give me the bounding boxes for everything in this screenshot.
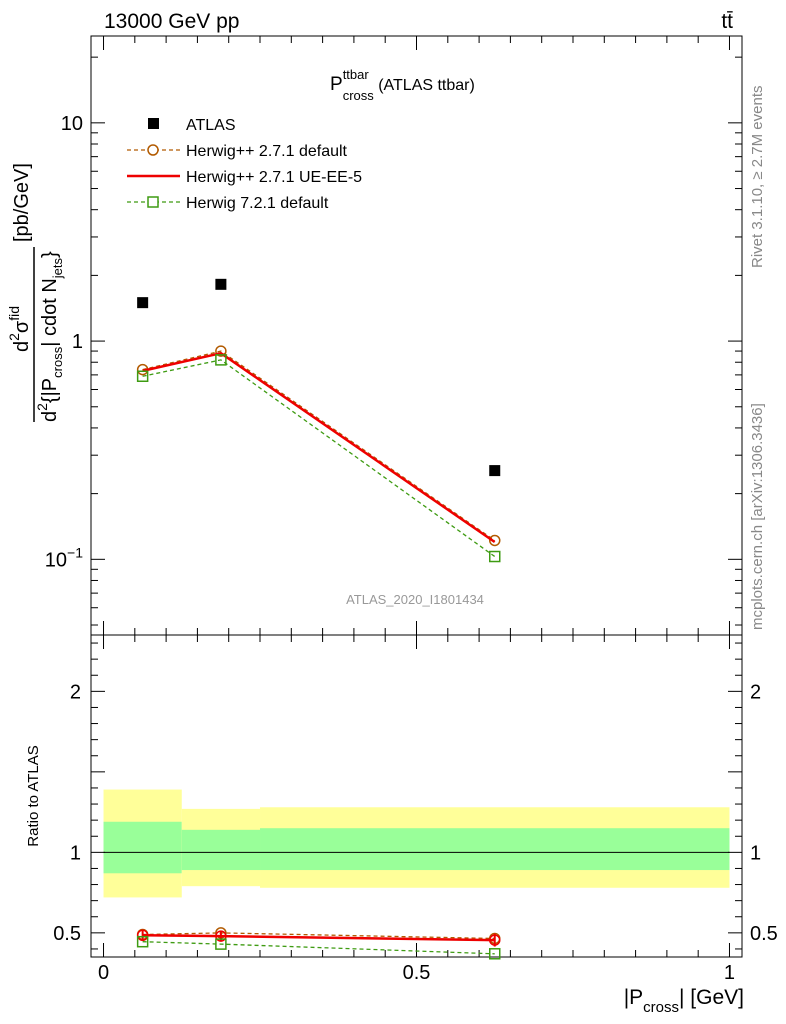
x-tick-label: 1 xyxy=(724,962,735,984)
main-y-tick-label: 10−1 xyxy=(45,544,83,571)
ratio-y-axis-label: Ratio to ATLAS xyxy=(25,745,42,846)
ratio-series-group xyxy=(136,927,501,960)
ratio-uncertainty-bands xyxy=(103,789,730,898)
legend-label-herwigpp-ueee5: Herwig++ 2.7.1 UE-EE-5 xyxy=(186,169,362,186)
legend-entry-atlas: ATLAS xyxy=(148,117,236,134)
main-point-1 xyxy=(215,345,227,357)
x-tick-label: 0 xyxy=(98,962,109,984)
svg-text:d2σfid: d2σfid xyxy=(6,306,33,352)
svg-text:[pb/GeV]: [pb/GeV] xyxy=(11,163,33,242)
legend-marker-atlas xyxy=(148,118,159,129)
x-tick-label: 0.5 xyxy=(403,962,431,984)
main-y-axis-label: d2σfid d2{|Pcross| cdot Njets} [pb/GeV] xyxy=(6,163,65,422)
legend-label-atlas: ATLAS xyxy=(186,117,236,134)
main-y-tick-label: 10 xyxy=(61,113,83,135)
rivet-version-label: Rivet 3.1.10, ≥ 2.7M events xyxy=(749,86,766,269)
main-plot-panel: 10−1 1 10 Pttbar cross (ATLAS ttbar) ATLAS_… xyxy=(6,35,743,636)
ratio-series-line-1 xyxy=(142,934,495,942)
ratio-axis-ticks: 0.5 0.5 1 1 2 2 0 0.5 1 xyxy=(53,635,778,984)
ratio-band-green-1 xyxy=(181,829,261,871)
main-series-line-2 xyxy=(142,351,496,544)
ratio-point-1 xyxy=(215,930,227,942)
main-point-1 xyxy=(488,534,501,547)
main-y-tick-label: 1 xyxy=(72,331,83,353)
ratio-point-2 xyxy=(136,935,149,948)
ratio-y-tick-label: 2 xyxy=(70,681,81,703)
main-point-3 xyxy=(215,354,227,366)
x-axis-label: |Pcross| [GeV] xyxy=(624,986,744,1016)
energy-label: 13000 GeV pp xyxy=(104,10,239,33)
main-axis-ticks: 10−1 1 10 xyxy=(45,36,742,635)
main-series-line-3 xyxy=(142,359,496,558)
ratio-plot-frame xyxy=(90,634,743,958)
legend-label-herwig7-default: Herwig 7.2.1 default xyxy=(186,195,329,212)
ratio-point-1 xyxy=(136,929,149,942)
main-point-3 xyxy=(488,550,501,563)
analysis-label: ATLAS_2020_I1801434 xyxy=(346,592,484,607)
legend-entry-herwigpp-ueee5: Herwig++ 2.7.1 UE-EE-5 xyxy=(127,169,362,186)
ratio-y-tick-label-right: 1 xyxy=(750,842,761,864)
ratio-band-green-0 xyxy=(103,821,182,874)
ratio-series-line-2 xyxy=(142,941,495,955)
main-series-group xyxy=(136,278,501,563)
ratio-y-tick-label: 0.5 xyxy=(53,923,81,945)
plot-title: Pttbar cross (ATLAS ttbar) xyxy=(330,67,475,103)
ratio-y-tick-label-right: 0.5 xyxy=(750,923,778,945)
legend-entry-herwigpp-default: Herwig++ 2.7.1 default xyxy=(127,143,348,160)
ratio-y-tick-label-right: 2 xyxy=(750,681,761,703)
legend-entry-herwig7-default: Herwig 7.2.1 default xyxy=(127,195,329,212)
data-point-atlas xyxy=(137,297,149,309)
legend-marker-herwigpp-default xyxy=(147,144,159,156)
process-label: tt̄ xyxy=(721,10,733,33)
ratio-point-2 xyxy=(488,948,501,960)
data-point-atlas xyxy=(489,465,501,477)
main-point-3 xyxy=(136,370,149,383)
legend-marker-herwig7-default xyxy=(147,196,159,208)
legend: ATLAS Herwig++ 2.7.1 default Herwig++ 2.… xyxy=(127,117,362,212)
ratio-point-1 xyxy=(488,934,501,946)
svg-text:d2{|Pcross| cdot Njets}: d2{|Pcross| cdot Njets} xyxy=(34,251,65,422)
ratio-plot-panel: 0.5 0.5 1 1 2 2 0 0.5 1 Ratio to ATLAS |Pcross| … xyxy=(25,634,778,1016)
mcplots-label: mcplots.cern.ch [arXiv:1306.3436] xyxy=(749,403,766,630)
ratio-band-green-2 xyxy=(260,828,730,871)
data-point-atlas xyxy=(215,278,227,290)
ratio-y-tick-label: 1 xyxy=(70,842,81,864)
main-series-line-1 xyxy=(142,350,496,542)
ratio-point-2 xyxy=(215,938,227,950)
legend-label-herwigpp-default: Herwig++ 2.7.1 default xyxy=(186,143,348,160)
